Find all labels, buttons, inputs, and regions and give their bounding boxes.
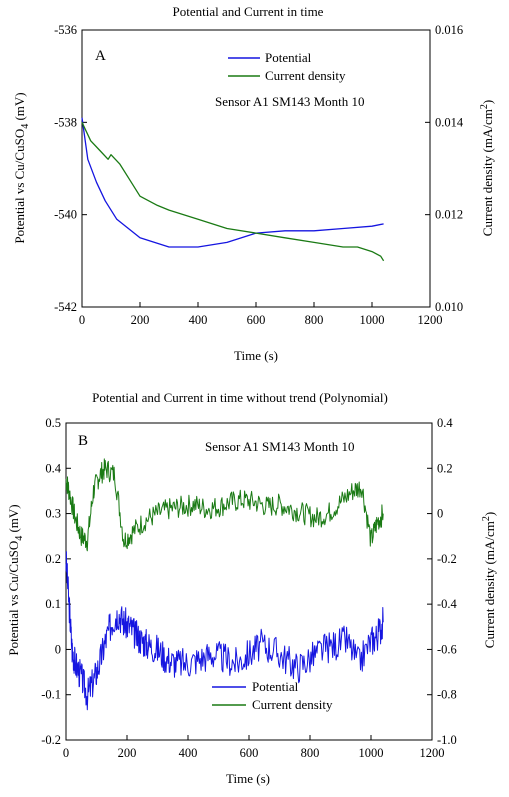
chart-b-legend-potential: Potential <box>252 679 299 694</box>
chart-a-y-left-tick-label: -538 <box>54 115 77 129</box>
chart-b-y-right-ticks: 0.4 0.2 0 -0.2 -0.4 -0.6 -0.8 -1.0 <box>427 416 458 747</box>
chart-b-y-left-tick-label: 0.5 <box>45 416 61 430</box>
chart-b-x-tick-label: 0 <box>63 746 69 760</box>
chart-b-y-right-tick-label: -1.0 <box>437 733 457 747</box>
chart-b-y-left-tick-label: -0.2 <box>41 733 61 747</box>
chart-a-legend: Potential Current density <box>228 50 346 83</box>
chart-b-x-tick-label: 800 <box>301 746 320 760</box>
chart-b-y-right-label: Current density (mA/cm2) <box>481 512 497 648</box>
chart-b-y-right-tick-label: 0 <box>437 507 443 521</box>
chart-b-y-left-tick-label: 0.4 <box>45 461 61 475</box>
chart-a-y-right-tick-label: 0.010 <box>435 300 463 314</box>
chart-b-plot-frame <box>65 422 433 741</box>
chart-b-y-left-ticks: 0.5 0.4 0.3 0.2 0.1 0 -0.1 -0.2 <box>41 416 71 747</box>
chart-b: Potential and Current in time without tr… <box>6 390 497 786</box>
chart-b-x-tick-label: 600 <box>240 746 259 760</box>
chart-a-legend-potential: Potential <box>265 50 312 65</box>
chart-a-x-tick-label: 600 <box>247 313 266 327</box>
chart-b-legend-current: Current density <box>252 697 333 712</box>
chart-b-y-right-tick-label: 0.4 <box>437 416 453 430</box>
chart-a-y-left-label: Potential vs Cu/CuSO4 (mV) <box>12 92 31 243</box>
chart-b-series-current <box>65 458 384 552</box>
chart-a-x-tick-label: 400 <box>189 313 208 327</box>
chart-a-x-ticks: 0 200 400 600 800 1000 1200 <box>79 302 443 327</box>
chart-a-x-tick-label: 0 <box>79 313 85 327</box>
chart-b-y-left-tick-label: -0.1 <box>41 688 61 702</box>
chart-b-y-right-tick-label: -0.4 <box>437 597 458 611</box>
chart-a-annotation: Sensor A1 SM143 Month 10 <box>215 94 365 109</box>
chart-a-y-right-label: Current density (mA/cm2) <box>479 100 495 236</box>
chart-a-y-left-tick-label: -536 <box>54 23 77 37</box>
chart-a-plot-frame <box>81 29 431 308</box>
chart-b-y-right-tick-label: -0.6 <box>437 642 457 656</box>
chart-a-x-tick-label: 1200 <box>418 313 443 327</box>
chart-b-y-left-tick-label: 0.1 <box>45 597 61 611</box>
chart-a-y-left-tick-label: -540 <box>54 208 77 222</box>
chart-b-series-potential <box>65 551 384 711</box>
chart-b-y-right-tick-label: -0.2 <box>437 552 457 566</box>
chart-a-panel-label: A <box>95 48 106 64</box>
chart-a-title: Potential and Current in time <box>173 4 324 19</box>
chart-b-x-tick-label: 200 <box>118 746 137 760</box>
chart-b-x-tick-label: 400 <box>179 746 198 760</box>
chart-a-y-right-ticks: 0.016 0.014 0.012 0.010 <box>425 23 464 314</box>
chart-a-y-left-tick-label: -542 <box>54 300 77 314</box>
chart-a: Potential and Current in time A Sensor A… <box>12 4 495 363</box>
chart-b-y-left-label: Potential vs Cu/CuSO4 (mV) <box>6 504 25 655</box>
chart-a-series-potential <box>81 117 384 248</box>
chart-a-x-tick-label: 800 <box>305 313 324 327</box>
chart-b-legend: Potential Current density <box>212 679 333 712</box>
chart-b-y-right-tick-label: -0.8 <box>437 688 457 702</box>
chart-b-y-right-tick-label: 0.2 <box>437 461 453 475</box>
chart-a-series-current <box>81 122 385 262</box>
chart-a-y-right-tick-label: 0.012 <box>435 208 463 222</box>
chart-b-x-tick-label: 1200 <box>420 746 445 760</box>
chart-a-x-axis-label: Time (s) <box>234 348 278 363</box>
chart-b-x-tick-label: 1000 <box>359 746 384 760</box>
chart-b-x-ticks: 0 200 400 600 800 1000 1200 <box>63 735 445 760</box>
chart-b-x-axis-label: Time (s) <box>226 771 270 786</box>
chart-a-x-tick-label: 1000 <box>360 313 385 327</box>
chart-a-y-right-tick-label: 0.016 <box>435 23 463 37</box>
chart-a-x-tick-label: 200 <box>131 313 150 327</box>
chart-b-y-left-tick-label: 0.3 <box>45 507 61 521</box>
chart-a-y-left-ticks: -536 -538 -540 -542 <box>54 23 87 314</box>
chart-a-series <box>81 117 385 262</box>
chart-b-panel-label: B <box>78 433 88 449</box>
chart-b-title: Potential and Current in time without tr… <box>92 390 388 405</box>
chart-b-y-left-tick-label: 0.2 <box>45 552 61 566</box>
chart-a-legend-current: Current density <box>265 68 346 83</box>
chart-b-y-left-tick-label: 0 <box>55 642 61 656</box>
chart-b-annotation: Sensor A1 SM143 Month 10 <box>205 439 355 454</box>
chart-a-y-right-tick-label: 0.014 <box>435 115 464 129</box>
chart-b-series <box>65 458 384 711</box>
